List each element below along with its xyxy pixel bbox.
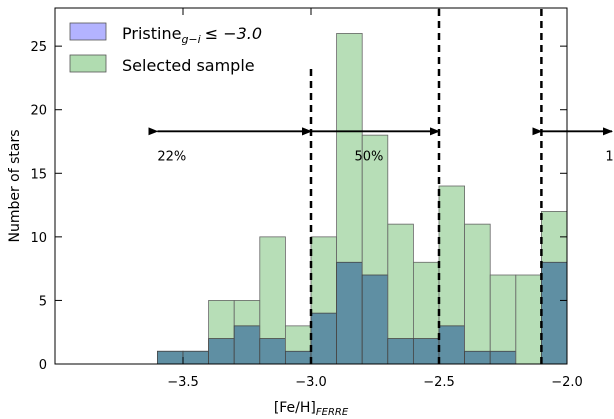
bar-pristine bbox=[464, 350, 491, 365]
bar-pristine bbox=[156, 350, 184, 365]
bar-pristine bbox=[438, 325, 466, 365]
bar-pristine bbox=[489, 350, 517, 365]
bar-pristine bbox=[208, 338, 235, 365]
x-tick-label: −3.0 bbox=[295, 375, 327, 390]
bar-pristine bbox=[310, 312, 338, 365]
y-tick-label: 25 bbox=[30, 40, 47, 55]
legend-label-pristine: Pristineg−i ≤ −3.0 bbox=[122, 24, 262, 46]
bar-pristine bbox=[284, 350, 312, 365]
plot-area: 22% 50% 15% bbox=[148, 8, 614, 365]
bar-pristine bbox=[336, 261, 363, 365]
y-tick-label: 20 bbox=[30, 104, 47, 119]
bar-pristine bbox=[412, 338, 440, 365]
bar-pristine bbox=[541, 261, 568, 365]
range-percent-label: 15% bbox=[605, 149, 614, 164]
bar-selected-sample bbox=[464, 223, 491, 365]
legend-label-selected: Selected sample bbox=[122, 56, 255, 75]
legend-swatch-selected bbox=[69, 54, 107, 73]
legend-swatch-pristine bbox=[69, 22, 107, 41]
bar-selected-sample bbox=[489, 274, 517, 365]
y-tick-label: 15 bbox=[30, 167, 47, 182]
y-tick-label: 10 bbox=[30, 231, 47, 246]
legend: Pristineg−i ≤ −3.0 Selected sample bbox=[69, 22, 262, 75]
bar-pristine bbox=[361, 274, 389, 365]
x-tick-label: −3.5 bbox=[167, 375, 199, 390]
bar-pristine bbox=[259, 338, 286, 365]
x-tick-label: −2.0 bbox=[551, 375, 583, 390]
bar-pristine bbox=[233, 325, 261, 365]
range-percent-label: 50% bbox=[355, 149, 384, 164]
x-tick-label: −2.5 bbox=[423, 375, 455, 390]
y-tick-label: 5 bbox=[39, 294, 47, 309]
range-percent-label: 22% bbox=[157, 149, 186, 164]
bar-selected-sample bbox=[515, 274, 542, 365]
y-tick-label: 0 bbox=[39, 358, 47, 373]
bar-pristine bbox=[182, 350, 210, 365]
y-axis-label: Number of stars bbox=[7, 129, 23, 242]
x-axis-label: [Fe/H]FERRE bbox=[274, 400, 349, 418]
bar-pristine bbox=[387, 338, 414, 365]
